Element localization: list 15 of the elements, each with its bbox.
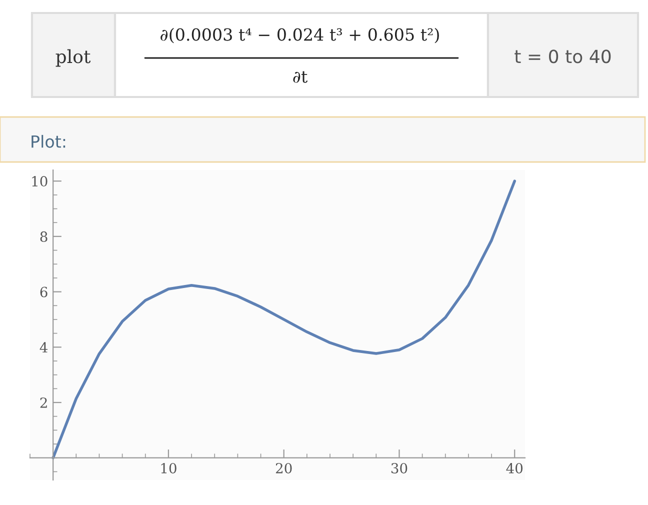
text: ∂(0.0003 t⁴ − 0.024 t³ + 0.605 t²) bbox=[160, 28, 439, 44]
text: plot bbox=[56, 49, 91, 67]
y-tick-label: 4 bbox=[40, 342, 48, 352]
text: t = 0 to 40 bbox=[514, 50, 611, 64]
x-tick-label: 40 bbox=[506, 462, 523, 474]
x-tick-label: 10 bbox=[161, 462, 176, 474]
x-tick-label: 20 bbox=[276, 462, 292, 474]
line-series bbox=[52, 180, 516, 460]
x-tick-label: 30 bbox=[391, 462, 408, 474]
y-tick-label: 10 bbox=[32, 176, 48, 187]
text: ∂t bbox=[293, 71, 308, 83]
y-tick-label: 6 bbox=[40, 286, 48, 298]
y-tick-label: 8 bbox=[40, 231, 48, 242]
text: Plot: bbox=[32, 134, 66, 148]
y-tick-label: 2 bbox=[40, 397, 47, 408]
